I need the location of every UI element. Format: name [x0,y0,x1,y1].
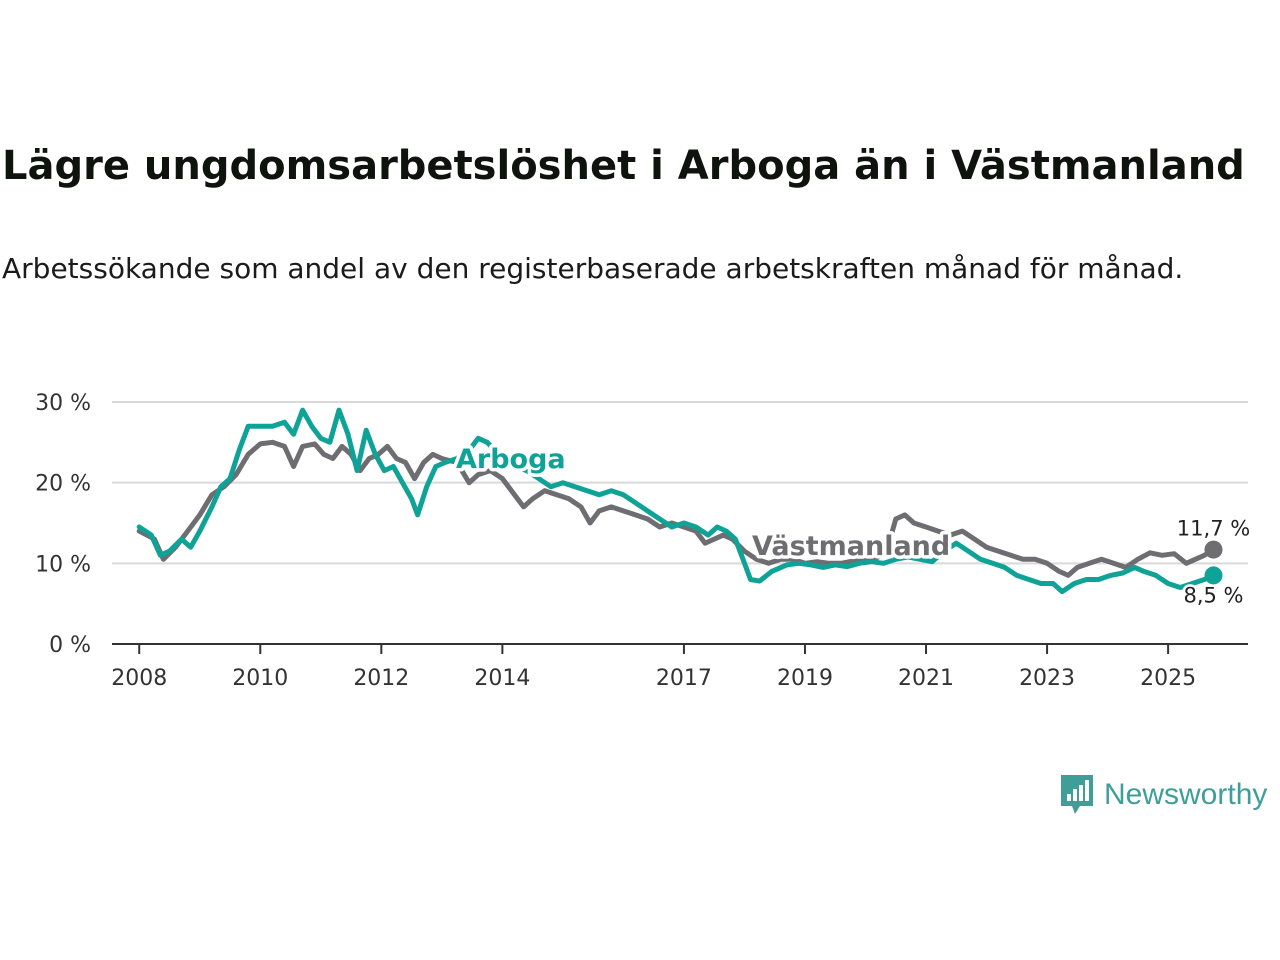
chart-title: Lägre ungdomsarbetslöshet i Arboga än i … [2,143,1245,189]
end-label-arboga: 8,5 % [1183,583,1243,607]
x-tick-label: 2014 [474,666,530,691]
end-point-vastmanland [1204,540,1223,559]
brand-name: Newsworthy [1104,778,1268,811]
end-label-vastmanland: 11,7 % [1177,517,1250,541]
x-axis: 2008 2010 2012 2014 2017 2019 2021 2023 2025 [111,643,1248,691]
end-markers: 11,7 % 8,5 % [1174,514,1252,610]
x-tick-label: 2017 [656,666,712,691]
y-tick-label: 10 % [35,552,91,577]
y-tick-label: 30 % [35,391,91,416]
series-label-vastmanland: Västmanland [752,531,950,562]
y-tick-label: 0 % [49,633,91,658]
x-tick-label: 2012 [353,666,409,691]
y-axis-ticks: 0 % 10 % 20 % 30 % [35,391,91,658]
x-tick-label: 2021 [898,666,954,691]
x-tick-label: 2008 [111,666,167,691]
chart-subtitle: Arbetssökande som andel av den registerb… [2,252,1184,285]
series-line-vastmanland [136,439,1216,578]
x-tick-label: 2010 [232,666,288,691]
y-tick-label: 20 % [35,472,91,497]
series-labels: Arboga Västmanland [453,441,954,566]
series-line-arboga [136,407,1216,595]
series-label-arboga: Arboga [456,444,566,475]
newsworthy-logo: Newsworthy [1058,772,1267,818]
x-tick-label: 2023 [1019,666,1075,691]
line-chart: 0 % 10 % 20 % 30 % 2008 2010 2012 2014 2017 2019… [35,391,1253,691]
series-lines [136,407,1216,595]
x-tick-label: 2025 [1140,666,1196,691]
x-tick-label: 2019 [777,666,833,691]
gridlines [112,401,1248,565]
newsworthy-chart-bubble-icon [1061,775,1093,814]
end-point-arboga [1204,566,1223,585]
